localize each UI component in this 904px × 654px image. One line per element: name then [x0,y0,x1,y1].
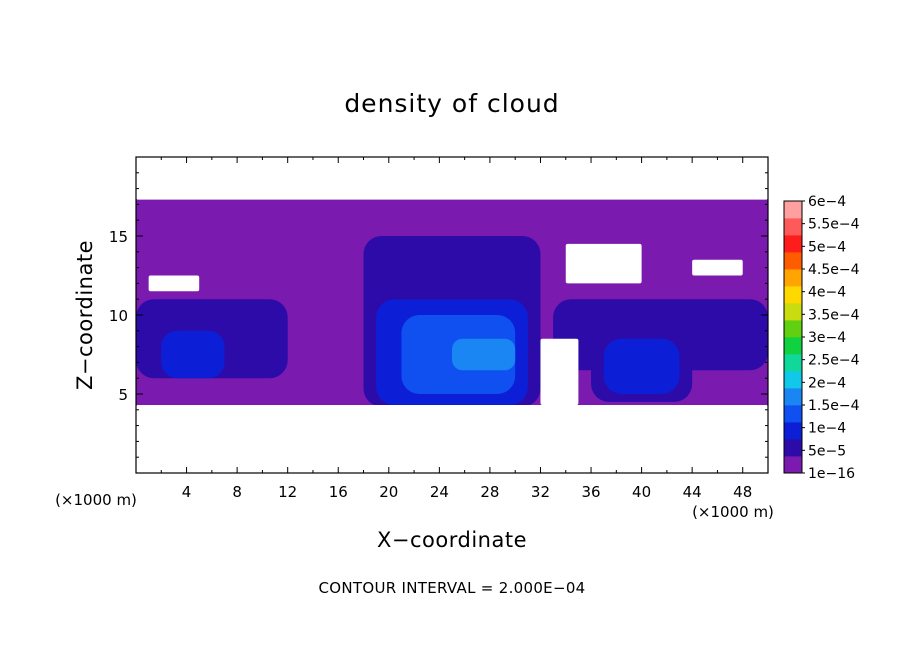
y-axis-ticks: 5 10 15 [109,172,768,458]
colorbar-segment [784,235,802,253]
chart-title: density of cloud [344,89,559,118]
colorbar-label: 4.5e−4 [808,262,860,278]
x-tick-label: 12 [278,483,297,501]
colorbar-label: 1.5e−4 [808,398,860,414]
y-tick-label: 10 [109,307,128,325]
colorbar-segment [784,388,802,406]
colorbar-segment [784,286,802,304]
density-region [136,405,768,473]
colorbar-segment [784,218,802,236]
colorbar-segment [784,303,802,321]
colorbar-label: 4e−4 [808,285,846,301]
colorbar-label: 5e−4 [808,239,846,255]
colorbar-label: 5.5e−4 [808,217,860,233]
colorbar-label: 3.5e−4 [808,307,860,323]
density-region [161,330,225,379]
x-axis-unit: (×1000 m) [692,503,774,521]
colorbar-label: 1e−4 [808,421,846,437]
colorbar-label: 2.5e−4 [808,353,860,369]
density-field [136,157,768,473]
y-axis-label: Z−coordinate [73,240,97,390]
colorbar-label: 1e−16 [808,466,855,482]
x-tick-label: 32 [531,483,550,501]
colorbar-segment [784,456,802,474]
x-tick-label: 16 [329,483,348,501]
colorbar-segment [784,405,802,423]
colorbar-segment [784,354,802,372]
x-tick-label: 44 [683,483,702,501]
colorbar-segment [784,337,802,355]
colorbar-segment [784,252,802,270]
density-region [452,338,516,371]
colorbar-segment [784,269,802,287]
y-tick-label: 5 [118,386,128,404]
density-region [136,157,768,200]
colorbar-segment [784,320,802,338]
colorbar-label: 2e−4 [808,375,846,391]
x-tick-label: 4 [182,483,192,501]
density-region [148,275,200,292]
density-region [540,338,579,406]
y-axis-unit: (×1000 m) [55,491,137,509]
x-tick-label: 48 [733,483,752,501]
colorbar-segment [784,439,802,457]
contour-interval-note: CONTOUR INTERVAL = 2.000E−04 [318,579,585,597]
colorbar-segment [784,422,802,440]
x-tick-label: 24 [430,483,449,501]
density-region [173,204,288,216]
x-tick-label: 40 [632,483,651,501]
density-region [603,338,680,394]
colorbar-segment [784,201,802,219]
x-tick-label: 8 [232,483,242,501]
density-region [692,259,743,276]
y-tick-label: 15 [109,228,128,246]
x-tick-label: 28 [480,483,499,501]
x-tick-label: 20 [379,483,398,501]
x-tick-label: 36 [581,483,600,501]
colorbar-label: 6e−4 [808,194,846,210]
colorbar-segment [784,371,802,389]
colorbar: 1e−16 5e−5 1e−4 1.5e−4 2e−4 2.5e−4 3e−4 3.5e−4 4… [783,194,860,482]
x-axis-ticks: 4 8 12 16 20 24 28 32 36 40 44 48 [160,157,752,501]
density-region [565,243,642,284]
colorbar-label: 3e−4 [808,330,846,346]
colorbar-label: 5e−5 [808,443,846,459]
x-axis-label: X−coordinate [377,528,527,552]
density-region [401,201,592,229]
